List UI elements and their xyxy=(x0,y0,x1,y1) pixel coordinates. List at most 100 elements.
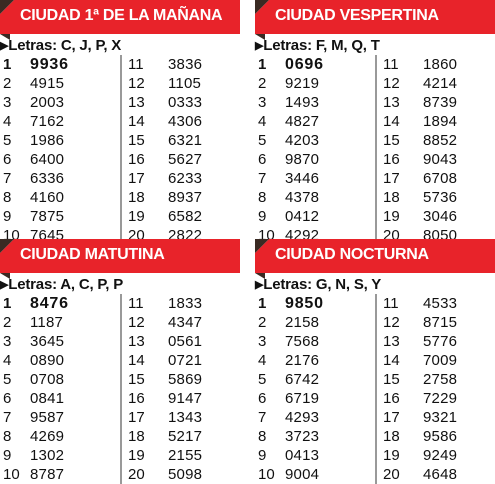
panel-header: CIUDAD 1ª DE LA MAÑANA xyxy=(0,0,240,40)
result-number: 6719 xyxy=(285,390,320,407)
result-position: 2 xyxy=(258,75,267,92)
result-number: 7162 xyxy=(30,113,65,130)
result-position: 12 xyxy=(128,314,145,331)
results-column-left: 1 0696 2 9219 3 1493 4 4827 5 4203 6 9870 7 3446 8 4378… xyxy=(255,55,375,245)
letras-text: Letras: G, N, S, Y xyxy=(263,276,382,293)
letras-line: ▶Letras: G, N, S, Y xyxy=(255,276,495,293)
panel-title: CIUDAD MATUTINA xyxy=(20,246,165,263)
result-row: 11 1860 xyxy=(383,55,495,74)
result-number: 3723 xyxy=(285,428,320,445)
result-number: 3645 xyxy=(30,333,65,350)
result-row: 11 4533 xyxy=(383,294,495,313)
result-number: 9586 xyxy=(423,428,458,445)
results-table: 1 0696 2 9219 3 1493 4 4827 5 4203 6 9870 7 3446 8 4378… xyxy=(255,55,495,245)
result-number: 4378 xyxy=(285,189,320,206)
result-number: 1493 xyxy=(285,94,320,111)
triangle-right-icon: ▶ xyxy=(255,279,264,291)
triangle-right-icon: ▶ xyxy=(255,40,264,52)
result-row: 14 4306 xyxy=(128,112,240,131)
result-row: 15 6321 xyxy=(128,131,240,150)
result-number: 2155 xyxy=(168,447,203,464)
result-number: 1833 xyxy=(168,295,203,312)
result-row: 18 9586 xyxy=(383,427,495,446)
result-position: 1 xyxy=(3,295,12,312)
result-row: 13 0561 xyxy=(128,332,240,351)
result-number: 0696 xyxy=(285,56,324,73)
result-row: 9 0412 xyxy=(255,207,375,226)
result-number: 4269 xyxy=(30,428,65,445)
result-number: 4827 xyxy=(285,113,320,130)
result-position: 15 xyxy=(383,371,400,388)
result-row: 4 7162 xyxy=(0,112,120,131)
result-position: 10 xyxy=(3,466,20,483)
result-row: 2 9219 xyxy=(255,74,375,93)
result-position: 6 xyxy=(3,151,12,168)
result-number: 2176 xyxy=(285,352,320,369)
result-position: 19 xyxy=(128,447,145,464)
result-row: 6 6400 xyxy=(0,150,120,169)
panel-ciudad-manana: CIUDAD 1ª DE LA MAÑANA ▶Letras: C, J, P, … xyxy=(0,0,240,245)
results-column-right: 11 3836 12 1105 13 0333 14 4306 15 6321 16 5627 17 62… xyxy=(120,55,240,245)
result-position: 10 xyxy=(258,466,275,483)
result-number: 4293 xyxy=(285,409,320,426)
panel-ciudad-vespertina: CIUDAD VESPERTINA ▶Letras: F, M, Q, T 1 069… xyxy=(255,0,495,245)
result-position: 12 xyxy=(383,314,400,331)
result-row: 12 4347 xyxy=(128,313,240,332)
result-position: 11 xyxy=(383,56,399,73)
result-position: 9 xyxy=(3,208,12,225)
result-position: 5 xyxy=(3,132,12,149)
result-number: 1187 xyxy=(30,314,64,331)
result-row: 5 4203 xyxy=(255,131,375,150)
result-number: 8715 xyxy=(423,314,458,331)
result-position: 14 xyxy=(383,352,400,369)
result-row: 15 2758 xyxy=(383,370,495,389)
result-row: 11 1833 xyxy=(128,294,240,313)
result-position: 17 xyxy=(383,170,400,187)
result-row: 14 7009 xyxy=(383,351,495,370)
results-column-left: 1 9850 2 2158 3 7568 4 2176 5 6742 6 6719 7 4293 8 3723… xyxy=(255,294,375,484)
result-position: 8 xyxy=(258,189,267,206)
result-number: 2158 xyxy=(285,314,320,331)
result-number: 7009 xyxy=(423,352,458,369)
results-table: 1 9936 2 4915 3 2003 4 7162 5 1986 6 6400 7 6336 8 4160… xyxy=(0,55,240,245)
result-number: 9219 xyxy=(285,75,320,92)
result-number: 1860 xyxy=(423,56,458,73)
result-row: 4 4827 xyxy=(255,112,375,131)
result-position: 1 xyxy=(258,295,267,312)
result-position: 12 xyxy=(128,75,145,92)
result-number: 9004 xyxy=(285,466,320,483)
header-fold-shadow xyxy=(255,273,265,279)
result-position: 4 xyxy=(258,352,267,369)
result-position: 5 xyxy=(258,132,267,149)
result-row: 16 7229 xyxy=(383,389,495,408)
result-number: 9850 xyxy=(285,295,324,312)
result-row: 12 4214 xyxy=(383,74,495,93)
result-number: 6336 xyxy=(30,170,65,187)
result-position: 12 xyxy=(383,75,400,92)
result-number: 0890 xyxy=(30,352,65,369)
result-number: 0333 xyxy=(168,94,203,111)
result-number: 1986 xyxy=(30,132,65,149)
result-number: 0412 xyxy=(285,208,320,225)
result-position: 13 xyxy=(383,94,400,111)
result-row: 13 5776 xyxy=(383,332,495,351)
result-position: 3 xyxy=(258,94,267,111)
result-row: 7 3446 xyxy=(255,169,375,188)
result-position: 18 xyxy=(383,189,400,206)
result-number: 5627 xyxy=(168,151,203,168)
result-number: 6321 xyxy=(168,132,203,149)
result-position: 16 xyxy=(128,151,145,168)
panel-title: CIUDAD NOCTURNA xyxy=(275,246,429,263)
result-row: 18 8937 xyxy=(128,188,240,207)
panel-title: CIUDAD VESPERTINA xyxy=(275,7,439,24)
panel-ciudad-nocturna: CIUDAD NOCTURNA ▶Letras: G, N, S, Y 1 9850 2… xyxy=(255,239,495,484)
result-position: 3 xyxy=(3,94,12,111)
result-row: 14 1894 xyxy=(383,112,495,131)
result-row: 12 8715 xyxy=(383,313,495,332)
result-row: 3 3645 xyxy=(0,332,120,351)
result-number: 7875 xyxy=(30,208,65,225)
result-row: 13 0333 xyxy=(128,93,240,112)
result-number: 4347 xyxy=(168,314,203,331)
result-number: 3046 xyxy=(423,208,458,225)
result-row: 19 2155 xyxy=(128,446,240,465)
